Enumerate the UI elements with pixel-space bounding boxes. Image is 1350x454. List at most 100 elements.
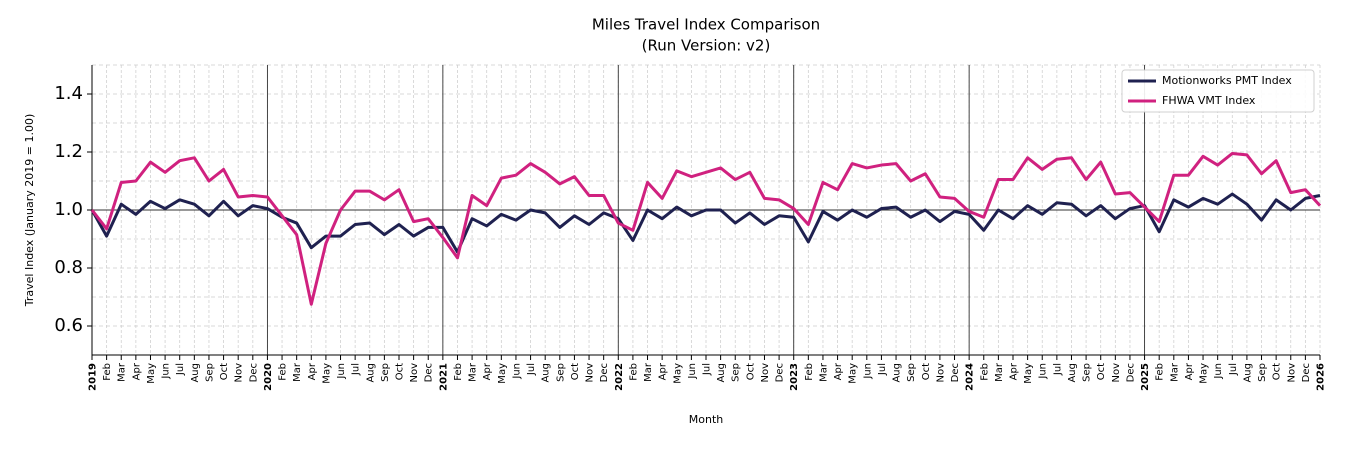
legend-label: FHWA VMT Index — [1162, 94, 1256, 107]
x-tick-label: Aug — [716, 363, 727, 383]
x-tick-label: Sep — [731, 363, 742, 382]
x-tick-label: Sep — [380, 363, 391, 382]
x-tick-label: Feb — [804, 363, 815, 381]
x-tick-label: Jun — [161, 363, 172, 380]
x-tick-label: Jun — [511, 363, 522, 380]
x-tick-label: Mar — [292, 362, 303, 382]
y-tick-label: 0.8 — [54, 257, 83, 278]
x-tick-label: Apr — [482, 362, 493, 380]
x-tick-label: 2022 — [614, 363, 625, 391]
y-tick-label: 1.4 — [54, 83, 83, 104]
x-tick-label: Sep — [1257, 363, 1268, 382]
x-tick-label: Nov — [1286, 363, 1297, 383]
x-tick-label: Apr — [1009, 362, 1020, 380]
x-tick-label: Mar — [468, 362, 479, 382]
x-tick-label: May — [848, 363, 859, 384]
x-tick-label: Aug — [190, 363, 201, 383]
x-tick-label: Oct — [219, 363, 230, 380]
x-tick-label: 2025 — [1140, 363, 1151, 391]
x-tick-label: May — [672, 363, 683, 384]
y-axis-label: Travel Index (January 2019 = 1.00) — [23, 114, 36, 307]
x-tick-label: Aug — [1242, 363, 1253, 383]
x-tick-label: Mar — [994, 362, 1005, 382]
x-tick-label: Mar — [117, 362, 128, 382]
x-tick-label: Jul — [351, 363, 362, 376]
x-tick-label: May — [146, 363, 157, 384]
x-tick-label: Nov — [585, 363, 596, 383]
x-tick-label: Feb — [1155, 363, 1166, 381]
x-tick-label: Feb — [628, 363, 639, 381]
x-tick-label: May — [1199, 363, 1210, 384]
y-tick-label: 1.2 — [54, 141, 83, 162]
x-tick-label: Dec — [599, 363, 610, 382]
x-tick-label: Sep — [204, 363, 215, 382]
x-tick-label: Dec — [1301, 363, 1312, 382]
x-tick-label: Aug — [365, 363, 376, 383]
y-tick-label: 1.0 — [54, 199, 83, 220]
x-tick-label: Nov — [1111, 363, 1122, 383]
legend: Motionworks PMT Index FHWA VMT Index — [1121, 69, 1315, 113]
legend-label: Motionworks PMT Index — [1162, 74, 1292, 87]
x-tick-label: Feb — [278, 363, 289, 381]
x-tick-label: Jul — [1052, 363, 1063, 376]
x-tick-label: Aug — [892, 363, 903, 383]
x-tick-label: Nov — [409, 363, 420, 383]
x-tick-label: Feb — [453, 363, 464, 381]
x-tick-label: Sep — [1082, 363, 1093, 382]
x-axis-label: Month — [689, 413, 724, 426]
x-tick-label: Jun — [1213, 363, 1224, 380]
x-tick-label: Jun — [336, 363, 347, 380]
x-tick-label: Jun — [687, 363, 698, 380]
x-tick-label: Aug — [541, 363, 552, 383]
x-tick-label: Nov — [935, 363, 946, 383]
chart-title: Miles Travel Index Comparison — [592, 16, 820, 34]
x-tick-label: Apr — [658, 362, 669, 380]
x-tick-label: Aug — [1067, 363, 1078, 383]
x-tick-label: Mar — [818, 362, 829, 382]
x-tick-label: Jul — [877, 363, 888, 376]
x-tick-label: May — [1023, 363, 1034, 384]
x-tick-label: Sep — [906, 363, 917, 382]
x-tick-label: Oct — [1096, 363, 1107, 380]
x-tick-label: Jul — [702, 363, 713, 376]
x-tick-label: Jul — [526, 363, 537, 376]
x-tick-label: Dec — [775, 363, 786, 382]
x-tick-label: Feb — [102, 363, 113, 381]
x-tick-label: Dec — [950, 363, 961, 382]
x-tick-label: Feb — [979, 363, 990, 381]
x-tick-label: Dec — [424, 363, 435, 382]
x-tick-label: Mar — [1169, 362, 1180, 382]
x-tick-label: Jun — [1038, 363, 1049, 380]
x-tick-label: Dec — [248, 363, 259, 382]
x-tick-label: Apr — [833, 362, 844, 380]
x-tick-label: Jul — [1228, 363, 1239, 376]
legend-box — [1121, 69, 1315, 113]
x-tick-label: 2023 — [789, 363, 800, 391]
x-tick-label: Apr — [307, 362, 318, 380]
x-tick-label: May — [497, 363, 508, 384]
x-tick-label: 2021 — [438, 363, 449, 391]
x-tick-label: 2026 — [1316, 363, 1327, 391]
x-tick-label: May — [321, 363, 332, 384]
x-tick-label: Oct — [921, 363, 932, 380]
chart-subtitle: (Run Version: v2) — [642, 37, 771, 55]
x-tick-label: Apr — [131, 362, 142, 380]
x-tick-label: Apr — [1184, 362, 1195, 380]
x-tick-label: 2019 — [88, 363, 99, 391]
x-tick-label: Oct — [395, 363, 406, 380]
x-tick-label: Jul — [175, 363, 186, 376]
x-tick-label: Nov — [760, 363, 771, 383]
x-tick-label: Oct — [570, 363, 581, 380]
x-tick-label: 2020 — [263, 363, 274, 391]
x-tick-label: Oct — [745, 363, 756, 380]
series-line — [90, 151, 1322, 306]
x-tick-label: 2024 — [965, 363, 976, 391]
series-line — [90, 192, 1321, 254]
y-tick-label: 0.6 — [54, 315, 83, 336]
x-tick-label: Nov — [234, 363, 245, 383]
x-tick-label: Sep — [555, 363, 566, 382]
x-tick-label: Dec — [1125, 363, 1136, 382]
x-tick-label: Oct — [1272, 363, 1283, 380]
x-tick-label: Mar — [643, 362, 654, 382]
